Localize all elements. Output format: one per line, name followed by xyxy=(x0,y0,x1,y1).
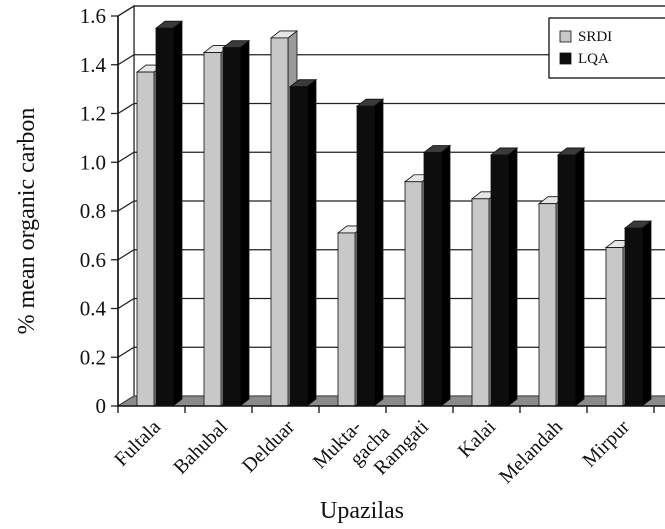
y-tick-label: 1.4 xyxy=(80,53,107,77)
bar-front xyxy=(471,198,490,407)
category-label: Mirpur xyxy=(578,416,634,472)
bar-front xyxy=(490,154,509,407)
bar-front xyxy=(222,47,241,407)
legend-box xyxy=(548,17,665,79)
bar-lqa xyxy=(422,144,452,407)
bar-front xyxy=(270,37,289,407)
bar-front xyxy=(404,181,423,407)
y-tick-labels: 0 0.2 0.4 0.6 0.8 1.0 1.2 1.4 1.6 xyxy=(80,4,107,418)
category-label: Mukta-gacha xyxy=(309,405,395,491)
category-label-line: Delduar xyxy=(238,416,299,477)
legend-label: LQA xyxy=(578,51,609,67)
bar-front xyxy=(538,203,557,407)
bar-lqa xyxy=(355,98,385,407)
category-label: Kalai xyxy=(454,416,500,462)
category-label-line: Bahubal xyxy=(169,416,232,479)
bar-side xyxy=(306,78,317,407)
bar-lqa xyxy=(288,78,318,407)
bar-side xyxy=(507,147,518,407)
bar-front xyxy=(155,27,174,407)
x-axis-label: Upazilas xyxy=(320,498,404,524)
bar-side xyxy=(373,98,384,407)
y-tick-label: 1.6 xyxy=(80,4,106,28)
bar-front xyxy=(557,154,576,407)
legend-swatch xyxy=(559,30,572,43)
category-label-line: Fultala xyxy=(110,416,165,471)
y-tick-label: 0.8 xyxy=(80,199,106,223)
y-tick-label: 1.0 xyxy=(80,150,106,174)
legend-label: SRDI xyxy=(578,29,612,45)
bar-front xyxy=(337,232,356,407)
y-tick-label: 0 xyxy=(96,394,107,418)
bar-side xyxy=(641,220,652,407)
y-tick-label: 0.6 xyxy=(80,248,106,272)
bar-side xyxy=(172,20,183,407)
bar-front xyxy=(624,227,643,407)
bar-lqa xyxy=(623,220,653,407)
bar-lqa xyxy=(489,147,519,407)
legend: SRDI LQA xyxy=(548,17,665,79)
bar-front xyxy=(423,152,442,407)
category-label: Bahubal xyxy=(169,416,232,479)
category-label: Delduar xyxy=(238,416,299,477)
y-tick-label: 0.4 xyxy=(80,297,107,321)
legend-swatch xyxy=(559,52,572,65)
axes xyxy=(111,15,665,413)
bars xyxy=(135,20,653,407)
bar-lqa xyxy=(221,39,251,407)
bar-side xyxy=(574,147,585,407)
y-axis-label: % mean organic carbon xyxy=(14,108,40,335)
gridline xyxy=(117,5,665,17)
bar-front xyxy=(203,52,222,407)
bar-front xyxy=(356,105,375,407)
gridline xyxy=(117,54,665,66)
category-label-line: Kalai xyxy=(454,416,500,462)
bar-side xyxy=(239,39,250,407)
category-label: Melandah xyxy=(495,416,567,488)
bar-side xyxy=(440,144,451,407)
bar-front xyxy=(605,247,624,407)
category-label-line: Melandah xyxy=(495,416,567,488)
bar-front xyxy=(289,86,308,407)
bar-lqa xyxy=(154,20,184,407)
category-label: Fultala xyxy=(110,416,165,471)
bar-front xyxy=(136,71,155,407)
y-tick-label: 0.2 xyxy=(80,345,106,369)
bar-lqa xyxy=(556,147,586,407)
y-tick-label: 1.2 xyxy=(80,102,106,126)
category-label-line: Mirpur xyxy=(578,416,634,472)
gridline xyxy=(117,102,665,115)
